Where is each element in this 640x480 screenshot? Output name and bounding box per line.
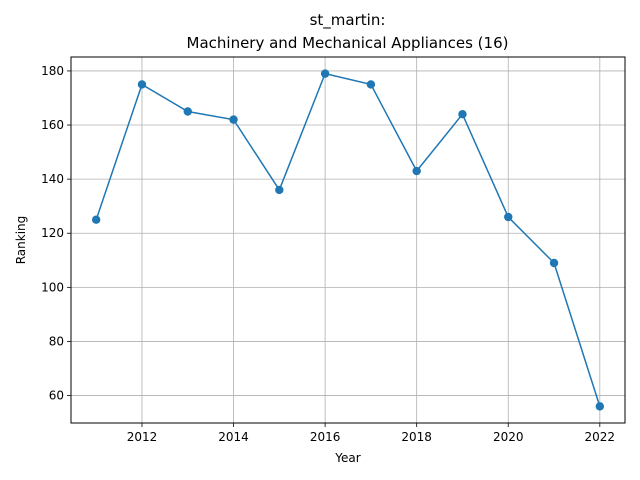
data-point-marker xyxy=(549,258,559,268)
data-point-marker xyxy=(504,212,513,222)
data-point-marker xyxy=(412,166,421,176)
axis-ticks: 2012 2014 2016 2018 2020 2022 60 80 100 120 140 160… xyxy=(41,64,615,444)
y-tick-label: 100 xyxy=(41,280,64,294)
data-point-marker xyxy=(183,107,192,116)
data-point-marker xyxy=(91,215,101,224)
data-point-marker xyxy=(366,80,376,89)
x-tick-label: 2020 xyxy=(493,430,524,444)
x-axis-label: Year xyxy=(334,451,360,465)
x-tick-label: 2012 xyxy=(127,430,158,444)
y-axis-label: Ranking xyxy=(14,216,28,265)
x-tick-label: 2014 xyxy=(218,430,249,444)
plot-area-frame xyxy=(70,56,626,424)
x-tick-label: 2016 xyxy=(310,430,341,444)
chart-title-line-1: st_martin: xyxy=(310,11,386,30)
x-tick-label: 2022 xyxy=(585,430,616,444)
y-tick-label: 60 xyxy=(49,389,64,403)
y-tick-label: 180 xyxy=(41,64,64,78)
data-point-marker xyxy=(458,110,467,119)
data-point-marker xyxy=(320,69,330,78)
data-point-marker xyxy=(595,402,605,411)
data-point-marker xyxy=(229,115,238,124)
series-line xyxy=(95,72,601,407)
y-tick-label: 80 xyxy=(49,334,64,348)
chart-title-line-2: Machinery and Mechanical Appliances (16) xyxy=(187,34,509,52)
data-point-marker xyxy=(275,185,284,195)
data-series xyxy=(91,69,605,411)
y-tick-label: 160 xyxy=(41,118,64,132)
grid-lines xyxy=(71,57,625,423)
x-tick-label: 2018 xyxy=(401,430,432,444)
y-tick-label: 140 xyxy=(41,172,64,186)
data-point-marker xyxy=(137,80,147,89)
y-tick-label: 120 xyxy=(41,226,64,240)
